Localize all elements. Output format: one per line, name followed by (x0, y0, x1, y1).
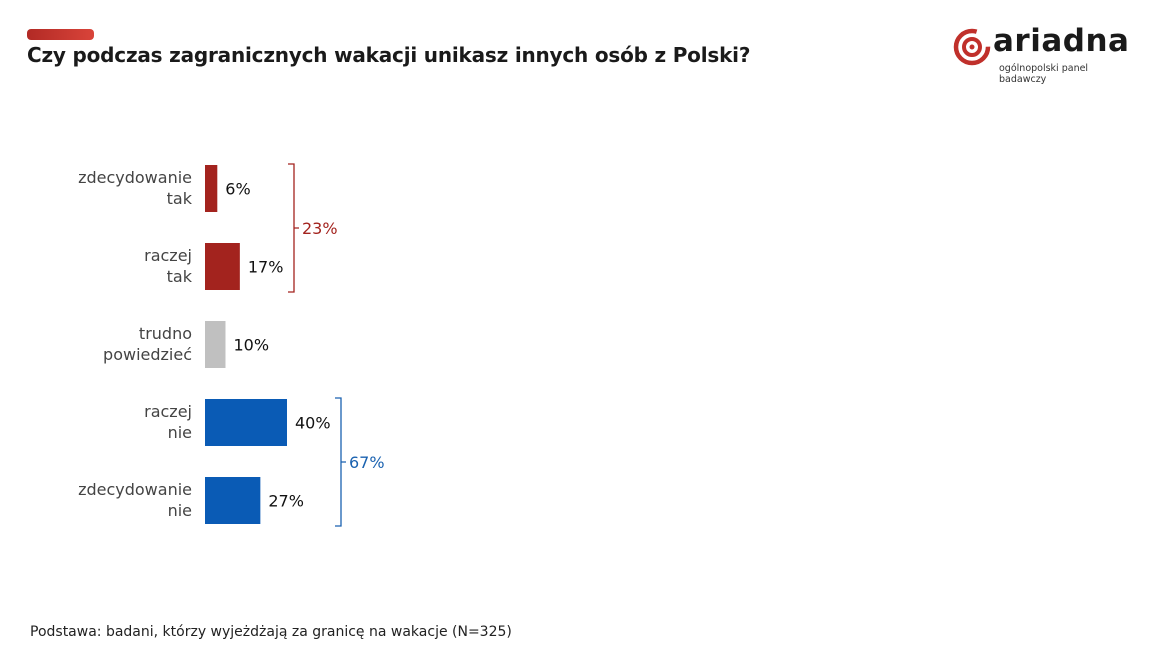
logo-tagline: ogólnopolski panel badawczy (999, 63, 1089, 85)
logo-wordmark: ariadna (993, 23, 1130, 59)
bar (205, 165, 218, 212)
data-label: 6% (225, 180, 250, 199)
footer-note: Podstawa: badani, którzy wyjeżdżają za g… (30, 624, 512, 640)
category-label: raczej (144, 402, 192, 421)
category-label: nie (168, 501, 192, 520)
group-bracket (335, 397, 346, 527)
category-label: raczej (144, 246, 192, 265)
ariadna-logo: ariadna ogólnopolski panel badawczy (953, 23, 1138, 85)
bar (205, 243, 240, 290)
group-total-label: 23% (302, 219, 338, 238)
category-label: powiedzieć (103, 345, 192, 364)
ariadna-logo-icon (953, 28, 991, 66)
page-title: Czy podczas zagranicznych wakacji unikas… (27, 43, 751, 67)
data-label: 27% (268, 492, 304, 511)
group-bracket (288, 163, 299, 293)
category-label: nie (168, 423, 192, 442)
bar (205, 321, 226, 368)
category-label: zdecydowanie (78, 168, 192, 187)
category-label: tak (167, 189, 193, 208)
data-label: 10% (234, 336, 270, 355)
bar (205, 399, 287, 446)
data-label: 17% (248, 258, 284, 277)
category-label: trudno (139, 324, 192, 343)
group-total-label: 67% (349, 453, 385, 472)
category-label: tak (167, 267, 193, 286)
title-accent-bar (27, 29, 94, 40)
category-label: zdecydowanie (78, 480, 192, 499)
data-label: 40% (295, 414, 331, 433)
bar (205, 477, 261, 524)
